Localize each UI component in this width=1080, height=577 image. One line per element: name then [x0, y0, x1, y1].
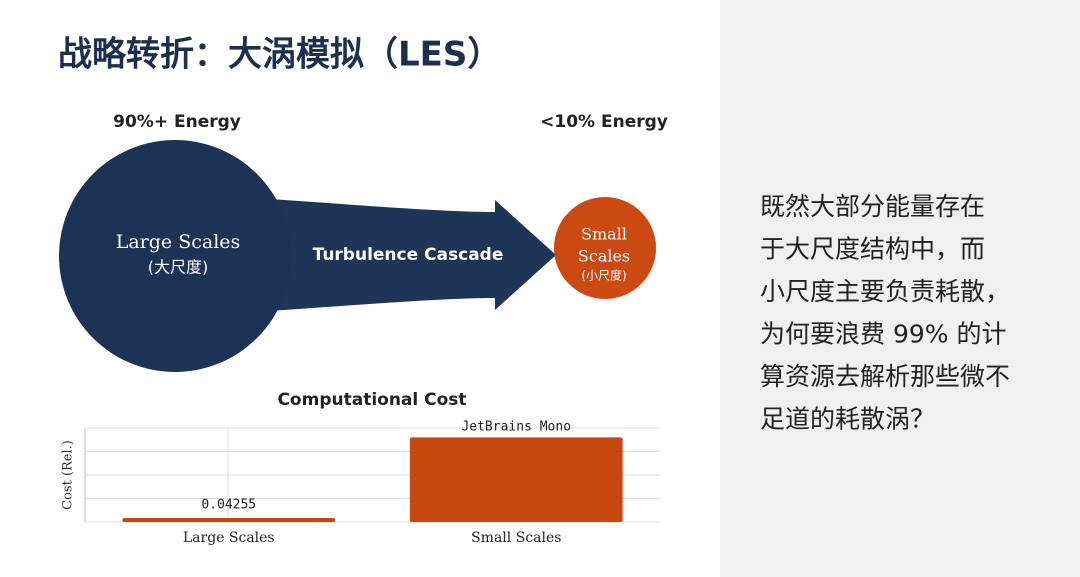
- circle-label: Scales: [578, 247, 630, 266]
- small-scale-circle: [554, 197, 656, 299]
- energy-label: 90%+ Energy: [113, 112, 241, 132]
- circle-label: Large Scales: [116, 231, 241, 253]
- cascade-arrow: [255, 198, 556, 312]
- y-axis-label: Cost (Rel.): [61, 440, 76, 510]
- large-scale-circle: [59, 140, 291, 372]
- slide-title: 战略转折：大涡模拟（LES）: [58, 35, 501, 75]
- bar-chart: Large Scales 0.04255 Small Scales JetBrains…: [85, 420, 660, 546]
- side-text-line: 算资源去解析那些微不: [760, 362, 1010, 391]
- side-text-line: 于大尺度结构中，而: [760, 235, 985, 264]
- circle-sublabel: (大尺度): [148, 258, 209, 277]
- side-panel: [720, 0, 1080, 577]
- side-text-line: 足道的耗散涡？: [760, 405, 935, 434]
- side-text-line: 小尺度主要负责耗散，: [760, 277, 1010, 306]
- circle-sublabel: (小尺度): [581, 268, 626, 283]
- energy-label: <10% Energy: [540, 112, 668, 132]
- bar: [122, 518, 336, 522]
- side-text-line: 为何要浪费 99% 的计: [760, 320, 1006, 349]
- side-text-line: 既然大部分能量存在: [760, 192, 985, 221]
- x-tick-label: Small Scales: [471, 530, 561, 546]
- value-label: 0.04255: [201, 498, 256, 513]
- arrow-label: Turbulence Cascade: [313, 245, 504, 265]
- bar: [409, 437, 623, 522]
- circle-label: Small: [581, 225, 627, 244]
- x-tick-label: Large Scales: [183, 530, 275, 546]
- annotation: JetBrains Mono: [461, 420, 571, 435]
- chart-title: Computational Cost: [277, 390, 466, 410]
